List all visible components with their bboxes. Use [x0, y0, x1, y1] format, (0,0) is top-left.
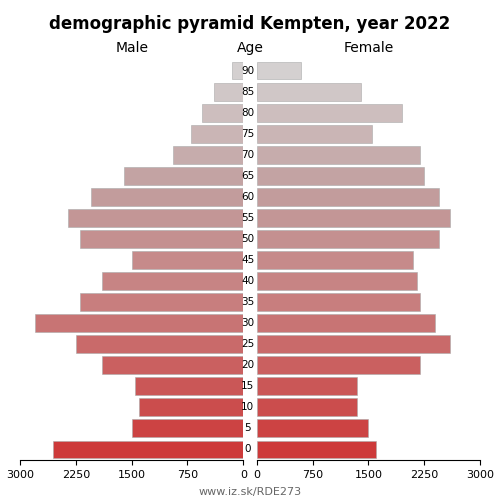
Text: 0: 0: [244, 444, 251, 454]
Bar: [124, 167, 244, 184]
Text: Female: Female: [343, 41, 394, 55]
Bar: [256, 209, 450, 227]
Bar: [256, 146, 420, 164]
Bar: [102, 272, 244, 290]
Bar: [54, 440, 244, 458]
Text: 65: 65: [241, 171, 254, 181]
Bar: [80, 230, 243, 248]
Bar: [256, 314, 436, 332]
Text: www.iz.sk/RDE273: www.iz.sk/RDE273: [198, 488, 302, 498]
Text: 15: 15: [241, 382, 254, 392]
Text: 40: 40: [241, 276, 254, 286]
Text: Male: Male: [115, 41, 148, 55]
Bar: [132, 420, 244, 438]
Text: 10: 10: [241, 402, 254, 412]
Text: 20: 20: [241, 360, 254, 370]
Bar: [256, 336, 450, 353]
Text: 70: 70: [241, 150, 254, 160]
Bar: [256, 188, 439, 206]
Bar: [80, 293, 243, 311]
Bar: [256, 356, 420, 374]
Bar: [256, 124, 372, 142]
Bar: [256, 62, 302, 80]
Bar: [102, 356, 244, 374]
Text: 80: 80: [241, 108, 254, 118]
Bar: [256, 440, 376, 458]
Bar: [256, 420, 368, 438]
Bar: [256, 82, 361, 100]
Text: 35: 35: [241, 297, 254, 307]
Text: 5: 5: [244, 424, 251, 434]
Text: 60: 60: [241, 192, 254, 202]
Bar: [68, 209, 244, 227]
Text: 30: 30: [241, 318, 254, 328]
Text: 25: 25: [241, 339, 254, 349]
Bar: [256, 293, 420, 311]
Bar: [76, 336, 243, 353]
Text: 85: 85: [241, 86, 254, 97]
Bar: [136, 378, 244, 396]
Text: 45: 45: [241, 255, 254, 265]
Bar: [35, 314, 244, 332]
Bar: [256, 230, 439, 248]
Text: demographic pyramid Kempten, year 2022: demographic pyramid Kempten, year 2022: [50, 15, 450, 33]
Text: 75: 75: [241, 128, 254, 138]
Bar: [256, 251, 413, 269]
Text: 90: 90: [241, 66, 254, 76]
Bar: [256, 104, 402, 122]
Bar: [90, 188, 244, 206]
Bar: [256, 272, 416, 290]
Bar: [214, 82, 244, 100]
Text: 50: 50: [241, 234, 254, 244]
Text: Age: Age: [236, 41, 264, 55]
Bar: [139, 398, 244, 416]
Bar: [191, 124, 244, 142]
Bar: [256, 398, 357, 416]
Bar: [256, 167, 424, 184]
Bar: [132, 251, 244, 269]
Bar: [172, 146, 244, 164]
Text: 55: 55: [241, 213, 254, 223]
Bar: [232, 62, 243, 80]
Bar: [256, 378, 357, 396]
Bar: [202, 104, 243, 122]
